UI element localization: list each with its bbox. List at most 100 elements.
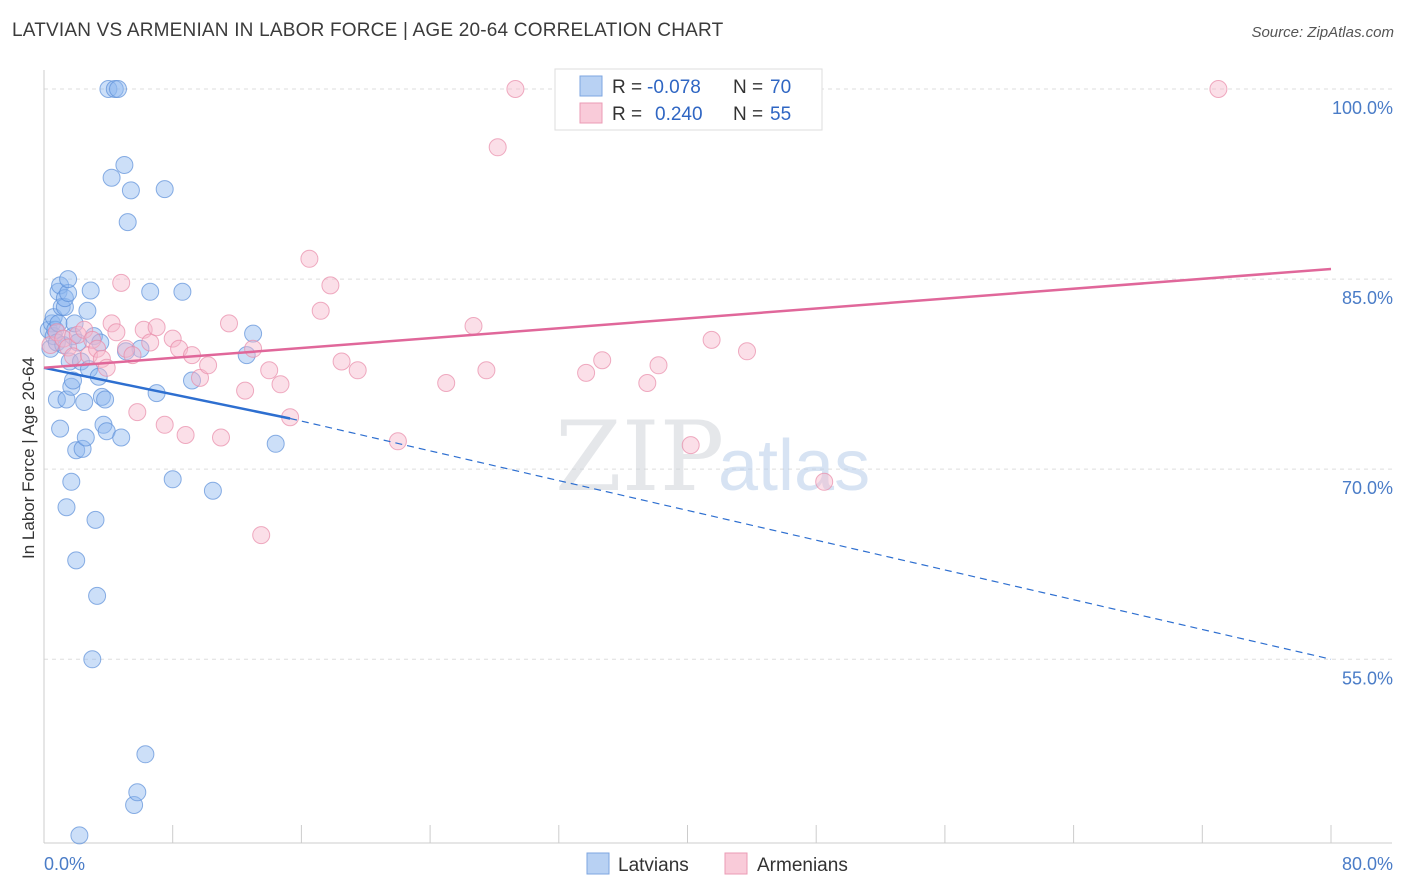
trend-line-latvians bbox=[43, 366, 291, 420]
chart-title: LATVIAN VS ARMENIAN IN LABOR FORCE | AGE… bbox=[12, 20, 724, 41]
point-armenians bbox=[702, 330, 721, 349]
point-latvians bbox=[115, 156, 134, 174]
point-armenians bbox=[649, 356, 668, 375]
point-latvians bbox=[88, 586, 107, 605]
legend-r-label: R = bbox=[612, 77, 642, 98]
point-armenians bbox=[176, 426, 195, 444]
point-latvians bbox=[51, 419, 70, 438]
point-armenians bbox=[506, 80, 525, 98]
point-latvians bbox=[92, 387, 111, 406]
point-latvians bbox=[62, 472, 81, 491]
point-armenians bbox=[117, 339, 135, 358]
trend-line-armenians bbox=[43, 267, 1332, 370]
legend-r-value: -0.078 bbox=[647, 77, 701, 98]
x-tick-labels: 0.0% 80.0% bbox=[44, 854, 1393, 874]
x-tick-label: 0.0% bbox=[44, 854, 85, 874]
trend-lines bbox=[43, 267, 1332, 660]
point-armenians bbox=[464, 317, 483, 335]
watermark-atlas: atlas bbox=[718, 426, 870, 506]
point-armenians bbox=[199, 356, 218, 375]
y-tick-label: 55.0% bbox=[1342, 668, 1393, 688]
point-latvians bbox=[70, 826, 89, 845]
point-armenians bbox=[738, 342, 756, 361]
point-latvians bbox=[163, 470, 182, 489]
data-points bbox=[39, 80, 1228, 845]
point-latvians bbox=[99, 80, 118, 98]
watermark-zip: ZIP bbox=[555, 401, 724, 513]
point-armenians bbox=[54, 329, 73, 348]
point-armenians bbox=[112, 273, 131, 292]
point-armenians bbox=[271, 375, 290, 394]
point-latvians bbox=[67, 441, 86, 460]
point-armenians bbox=[236, 381, 255, 400]
point-armenians bbox=[260, 361, 279, 380]
point-latvians bbox=[81, 281, 100, 300]
point-armenians bbox=[1209, 80, 1228, 98]
y-axis-label: In Labor Force | Age 20-64 bbox=[19, 357, 38, 559]
point-latvians bbox=[65, 314, 84, 333]
point-armenians bbox=[348, 361, 367, 380]
point-armenians bbox=[815, 472, 834, 491]
point-armenians bbox=[102, 314, 121, 333]
legend-r-value: 0.240 bbox=[655, 104, 703, 125]
point-latvians bbox=[109, 80, 127, 98]
point-armenians bbox=[163, 329, 182, 348]
legend-n-label: N = bbox=[733, 104, 763, 125]
point-latvians bbox=[141, 282, 160, 301]
point-armenians bbox=[388, 432, 407, 451]
point-armenians bbox=[155, 415, 174, 434]
point-armenians bbox=[252, 526, 271, 545]
legend-n-label: N = bbox=[733, 77, 763, 98]
legend-swatch-latvians bbox=[579, 75, 603, 97]
y-tick-label: 70.0% bbox=[1342, 478, 1393, 498]
legend-n-value: 55 bbox=[770, 104, 791, 125]
point-armenians bbox=[311, 301, 330, 320]
point-latvians bbox=[67, 551, 86, 570]
y-tick-label: 85.0% bbox=[1342, 288, 1393, 308]
point-armenians bbox=[83, 330, 102, 349]
point-armenians bbox=[437, 374, 456, 392]
bottom-legend-swatch-armenians bbox=[724, 852, 748, 875]
legend-box: R = -0.078 N = 70 R = 0.240 N = 55 bbox=[554, 68, 823, 131]
x-tick-label: 80.0% bbox=[1342, 854, 1393, 874]
point-latvians bbox=[96, 390, 115, 409]
point-latvians bbox=[83, 650, 102, 669]
point-latvians bbox=[244, 324, 263, 343]
point-armenians bbox=[212, 428, 230, 447]
point-armenians bbox=[123, 346, 142, 365]
point-armenians bbox=[64, 347, 82, 366]
bottom-legend-latvians: Latvians bbox=[618, 855, 689, 876]
point-armenians bbox=[141, 333, 160, 352]
bottom-legend-armenians: Armenians bbox=[757, 855, 848, 876]
point-armenians bbox=[488, 138, 507, 157]
watermark: ZIP atlas bbox=[555, 401, 870, 513]
point-latvians bbox=[136, 745, 155, 764]
point-latvians bbox=[59, 284, 78, 302]
point-armenians bbox=[59, 338, 78, 357]
y-tick-labels: 55.0% 70.0% 85.0% 100.0% bbox=[1332, 98, 1393, 688]
bottom-legend: Latvians Armenians bbox=[586, 852, 848, 876]
point-latvians bbox=[128, 783, 147, 802]
point-latvians bbox=[78, 301, 97, 320]
point-latvians bbox=[173, 282, 192, 301]
point-latvians bbox=[155, 180, 174, 199]
legend-r-label: R = bbox=[612, 104, 642, 125]
point-latvians bbox=[112, 428, 131, 447]
point-armenians bbox=[638, 374, 657, 392]
point-armenians bbox=[332, 352, 351, 371]
bottom-legend-swatch-latvians bbox=[586, 852, 610, 875]
point-latvians bbox=[62, 377, 81, 396]
point-latvians bbox=[47, 390, 66, 409]
point-latvians bbox=[118, 213, 137, 232]
y-tick-label: 100.0% bbox=[1332, 98, 1393, 118]
point-armenians bbox=[577, 363, 596, 382]
point-latvians bbox=[73, 439, 92, 458]
point-armenians bbox=[128, 403, 147, 422]
point-armenians bbox=[244, 339, 263, 358]
legend-n-value: 70 bbox=[770, 77, 791, 98]
point-latvians bbox=[57, 498, 76, 517]
point-latvians bbox=[266, 434, 285, 453]
point-armenians bbox=[321, 276, 340, 295]
point-latvians bbox=[59, 270, 78, 289]
